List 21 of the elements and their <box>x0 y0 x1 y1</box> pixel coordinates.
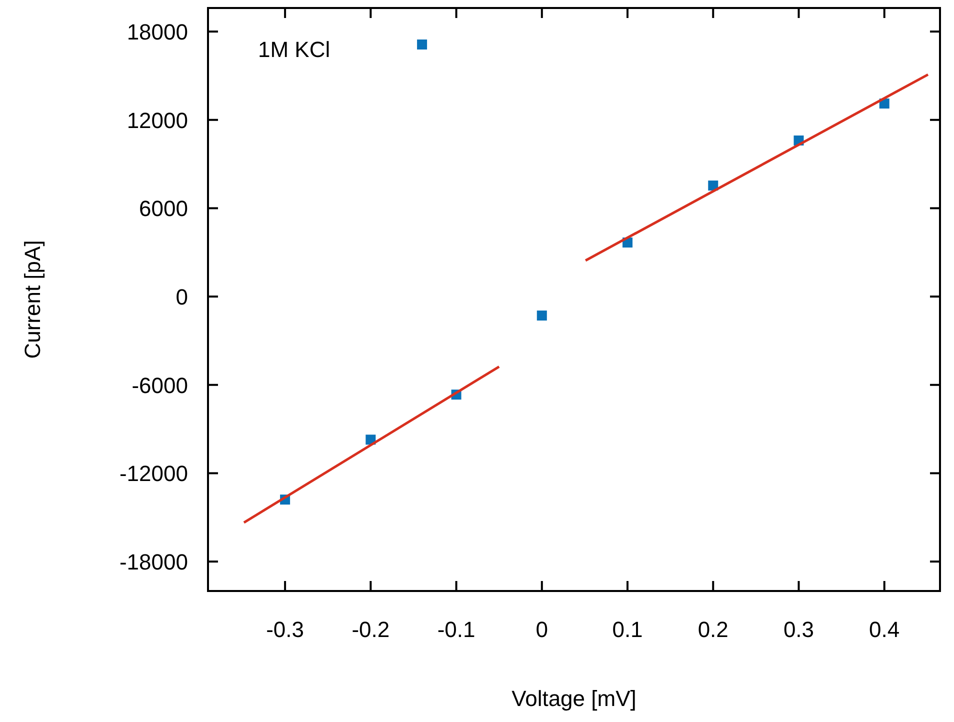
y-tick-label: 12000 <box>126 108 188 133</box>
x-tick-label: -0.1 <box>437 617 476 642</box>
x-tick-label: 0.2 <box>698 617 728 642</box>
y-tick-label: 0 <box>176 284 188 310</box>
y-tick-label: -6000 <box>132 372 188 398</box>
y-tick-label: -18000 <box>119 550 188 575</box>
x-tick-label: 0.1 <box>612 617 643 642</box>
x-tick-label: 0 <box>536 617 548 642</box>
x-tick-label: -0.3 <box>266 617 304 642</box>
point <box>417 40 428 50</box>
point <box>536 310 547 321</box>
x-tick-label: 0.4 <box>869 617 900 642</box>
y-tick-label: -12000 <box>119 461 188 486</box>
x-tick-label: -0.2 <box>352 617 390 642</box>
y-tick-label: 6000 <box>139 196 188 222</box>
y-axis-title: Current [pA] <box>20 240 45 359</box>
y-tick-label: 18000 <box>126 20 188 45</box>
annotation: 1M KCl <box>258 37 330 62</box>
point <box>708 180 718 191</box>
x-axis-title: Voltage [mV] <box>512 686 636 711</box>
x-tick-label: 0.3 <box>783 617 814 642</box>
